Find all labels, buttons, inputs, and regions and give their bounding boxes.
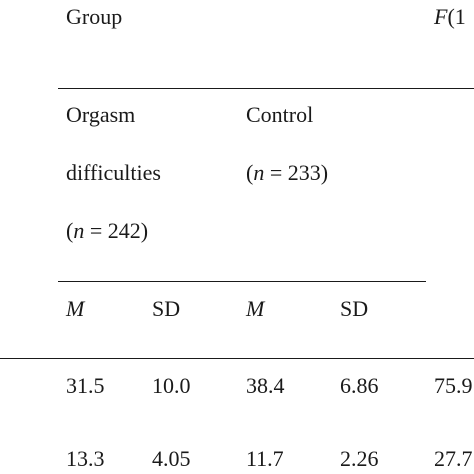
orgasm-n-open: ( — [66, 218, 74, 243]
orgasm-n-symbol: n — [73, 218, 85, 243]
group-rule — [58, 281, 426, 282]
orgasm-mean-header: M — [66, 296, 85, 321]
header-rule — [58, 88, 474, 89]
row1-control-sd: 6.86 — [340, 373, 379, 398]
control-n-symbol: n — [253, 160, 265, 185]
orgasm-sd-header: SD — [152, 296, 181, 321]
row2-orgasm-sd: 4.05 — [152, 446, 191, 471]
orgasm-group-line2: difficulties — [66, 160, 161, 185]
orgasm-n-value: = 242) — [84, 218, 149, 243]
row1-control-mean: 38.4 — [246, 373, 285, 398]
group-header: Group — [66, 4, 123, 29]
row2-f-value: 27.7 — [434, 446, 473, 471]
f-df-label: (1 — [447, 4, 466, 29]
control-sd-header: SD — [340, 296, 369, 321]
row2-control-sd: 2.26 — [340, 446, 379, 471]
control-n-value: = 233) — [264, 160, 329, 185]
row1-orgasm-mean: 31.5 — [66, 373, 105, 398]
body-rule — [0, 358, 474, 359]
control-n-open: ( — [246, 160, 254, 185]
f-statistic-header: F(1 — [434, 6, 466, 28]
row2-control-mean: 11.7 — [246, 446, 284, 471]
orgasm-group-line1: Orgasm — [66, 102, 136, 127]
control-group-n: (n = 233) — [246, 162, 328, 184]
row1-orgasm-sd: 10.0 — [152, 373, 191, 398]
control-group-line1: Control — [246, 102, 314, 127]
f-symbol: F — [434, 4, 448, 29]
orgasm-group-n: (n = 242) — [66, 220, 148, 242]
row1-f-value: 75.9 — [434, 373, 473, 398]
row2-orgasm-mean: 13.3 — [66, 446, 105, 471]
control-mean-header: M — [246, 296, 265, 321]
